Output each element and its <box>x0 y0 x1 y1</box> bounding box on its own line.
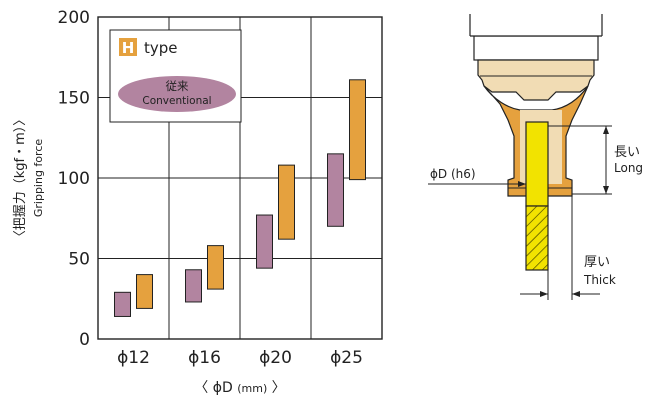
y-axis-title-jp: 〈把握力（kgf・m）〉 <box>13 113 28 244</box>
thick-label-jp: 厚い <box>584 255 610 270</box>
tool-hatched-section <box>525 205 549 271</box>
y-tick-label: 200 <box>58 8 90 28</box>
y-axis-title-en: Gripping force <box>32 139 45 218</box>
h-type-range-bar <box>136 274 153 309</box>
tool-shank <box>525 121 549 207</box>
long-label-jp: 長い <box>614 145 640 160</box>
x-tick-labels: ϕ12 ϕ16 ϕ20 ϕ25 <box>117 348 363 368</box>
phi-d-arrow <box>518 181 526 187</box>
legend-h-badge <box>119 38 137 56</box>
spindle-body <box>470 14 602 36</box>
y-tick-label: 0 <box>79 330 90 350</box>
gripping-force-chart: 0 50 100 150 200 ϕ12 ϕ16 ϕ20 ϕ25 H type 従来 Conv… <box>13 8 383 396</box>
h-type-range-bar <box>207 245 224 290</box>
thick-arrow-left <box>540 291 548 297</box>
legend-h-badge-letter: H <box>122 39 135 57</box>
long-label-en: Long <box>614 161 643 175</box>
y-tick-label: 100 <box>58 169 90 189</box>
phi-d-label: ϕD (h6) <box>430 167 476 181</box>
spindle-flange <box>473 35 599 61</box>
legend-conventional-en: Conventional <box>142 95 211 107</box>
y-tick-label: 50 <box>68 250 90 270</box>
legend-conventional-swatch <box>118 76 236 112</box>
thick-arrow-right <box>572 291 580 297</box>
legend: H type 従来 Conventional <box>109 29 242 123</box>
y-tick-label: 150 <box>58 89 90 109</box>
holder-diagram: ϕD (h6) 長い Long 厚い Thick <box>428 14 643 300</box>
h-type-range-bar <box>349 79 366 181</box>
conventional-range-bar <box>185 269 202 303</box>
holder-collar <box>477 59 595 101</box>
plot-frame <box>97 16 383 340</box>
range-bars <box>114 79 366 317</box>
legend-h-type-label: type <box>144 39 178 57</box>
x-axis-title: 〈 ϕD (mm) 〉 <box>194 380 285 396</box>
x-tick-label: ϕ16 <box>188 348 221 368</box>
conventional-range-bar <box>327 153 344 227</box>
x-tick-label: ϕ20 <box>259 348 292 368</box>
conventional-range-bar <box>114 291 131 317</box>
long-arrow-bottom <box>603 186 609 194</box>
legend-conventional-jp: 従来 <box>166 79 189 93</box>
h-type-range-bar <box>278 164 295 240</box>
x-tick-label: ϕ12 <box>117 348 150 368</box>
conventional-range-bar <box>256 214 273 269</box>
long-arrow-top <box>603 126 609 134</box>
y-tick-labels: 0 50 100 150 200 <box>58 8 90 350</box>
x-tick-label: ϕ25 <box>330 348 363 368</box>
thick-label-en: Thick <box>583 273 616 287</box>
